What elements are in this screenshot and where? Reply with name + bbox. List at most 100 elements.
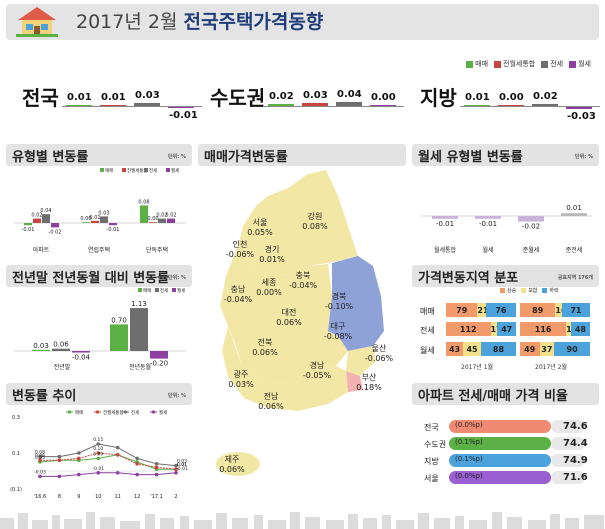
c3-point-label: -0.03 [34, 469, 46, 475]
map-region-name: 경북 [331, 292, 347, 301]
c1-value-label: -0.01 [107, 227, 120, 233]
dist-segment [570, 322, 590, 336]
summary-value: -0.03 [567, 111, 596, 123]
map-region-label: 광주 0.03% [220, 370, 262, 390]
c3-point-label: 0.09 [93, 451, 103, 457]
dist-row-label: 월세 [420, 346, 435, 355]
trend-chart: 매매 전월세통합 전세 월세 0.3 0.1 (0.1) '16.6 8 9 10 11 12 '17.1… [10, 409, 188, 500]
map-region-name: 대전 [281, 308, 297, 317]
c4-bar [561, 213, 587, 216]
c3-point [174, 463, 178, 468]
legend-swatch [122, 168, 126, 172]
c1-bar [91, 220, 99, 223]
c2-value-label: -0.20 [150, 360, 168, 368]
summary-bar [66, 104, 92, 106]
c3-point [96, 451, 101, 455]
ratio-row-label: 전국 [424, 423, 439, 432]
c2-bar [32, 349, 50, 351]
dist-segment-label: 47 [501, 325, 513, 334]
map-region-name: 인천 [232, 240, 248, 249]
legend-label: 월세 [177, 287, 185, 294]
map-region-name: 대구 [330, 322, 346, 331]
summary-region-1: 수도권 [210, 86, 266, 110]
c3-point [38, 474, 42, 479]
map-region-label: 부산 0.18% [348, 373, 390, 393]
map-region-label: 세종 0.00% [248, 278, 290, 298]
dist-legend: 상승 보합 하락 [500, 287, 559, 294]
c3-point-label: 0.03 [177, 459, 187, 465]
summary-value: 0.01 [465, 91, 490, 103]
c1-value-label: 0.08 [138, 199, 149, 205]
summary-baseline [460, 106, 600, 107]
dist-segment [554, 342, 590, 356]
dist-segment-label: 48 [574, 325, 586, 334]
c4-category-label: 월세통합 [434, 246, 457, 254]
dist-segment [490, 322, 498, 336]
dist-segment-label: 71 [570, 306, 582, 315]
c3-point [57, 454, 62, 459]
legend-label: 매매 [75, 409, 83, 416]
summary-value: 0.01 [101, 91, 126, 103]
summary-value: 0.01 [67, 91, 92, 103]
c3-point [115, 453, 120, 457]
dist-segment [481, 342, 516, 356]
c2-bar [72, 351, 90, 353]
map-region-value: 0.18% [356, 383, 382, 392]
map-region-label: 경남 -0.05% [296, 361, 338, 381]
c4-bar [475, 216, 501, 219]
c3-point-label: 0.01 [177, 462, 187, 468]
c3-x-tick: '16.6 [34, 494, 47, 500]
map-region-name: 제주 [224, 455, 240, 464]
c3-point [154, 462, 159, 466]
legend-label: 전세 [149, 167, 157, 174]
c1-bar [140, 205, 148, 223]
page-title: 2017년 2월 전국주택가격동향 [76, 11, 324, 33]
c3-point [174, 467, 178, 471]
map-region-name: 충남 [230, 285, 246, 294]
c1-value-label: -0.02 [49, 229, 62, 235]
map-region-label: 경기 0.01% [251, 245, 293, 265]
c3-point [154, 465, 159, 470]
legend-label: 매매 [143, 287, 151, 294]
c1-legend: 매매 전월세통합 전세 월세 [100, 167, 179, 174]
map-region-value: -0.05% [302, 371, 332, 380]
c3-point [77, 472, 81, 477]
c3-point [57, 458, 62, 462]
map-region-value: -0.06% [225, 250, 255, 259]
c1-bar [158, 218, 166, 223]
c4-bar [432, 216, 458, 219]
c3-point [135, 472, 139, 477]
c3-point [135, 456, 139, 461]
summary-value: 0.03 [303, 89, 328, 101]
c1-bar [82, 222, 90, 223]
dist-segment-label: 112 [459, 325, 477, 334]
legend-label: 전세 [131, 409, 139, 416]
ratio-value: 71.6 [563, 472, 588, 483]
dist-segment [446, 322, 491, 336]
c3-point [115, 471, 120, 475]
c1-bar [42, 214, 50, 223]
c3-x-tick: 10 [95, 494, 101, 500]
dist-segment-label: 90 [566, 345, 578, 354]
map-region-value: 0.06% [219, 465, 245, 474]
c4-category-label: 준월세 [523, 246, 540, 254]
map-region-value: -0.04% [223, 295, 253, 304]
map-region-name: 전남 [263, 392, 279, 401]
c2-bar [52, 348, 70, 351]
dist-segment-label: 16 [555, 306, 566, 315]
c3-point-label: 0.10 [93, 446, 103, 452]
summary-value: 0.02 [269, 90, 294, 102]
c1-bar [149, 222, 157, 223]
dist-segment-label: 17 [490, 325, 502, 334]
c3-point [96, 471, 101, 475]
ratio-track [551, 471, 585, 484]
map-region-label: 인천 -0.06% [219, 240, 261, 260]
dist-col-label: 2017년 1월 [461, 364, 494, 371]
c3-y-tick: 0.1 [12, 451, 20, 457]
distribution-header: 가격변동지역 분포 공표지역 176개 [412, 265, 599, 287]
dist-segment [463, 342, 481, 356]
dist-segment-label: 76 [495, 306, 507, 315]
map-region-label: 강원 0.08% [294, 212, 336, 232]
c2-value-label: 0.70 [111, 316, 127, 324]
type-change-chart: 매매 전월세통합 전세 월세-0.010.020.04-0.02아파트0.000.01… [14, 167, 186, 254]
